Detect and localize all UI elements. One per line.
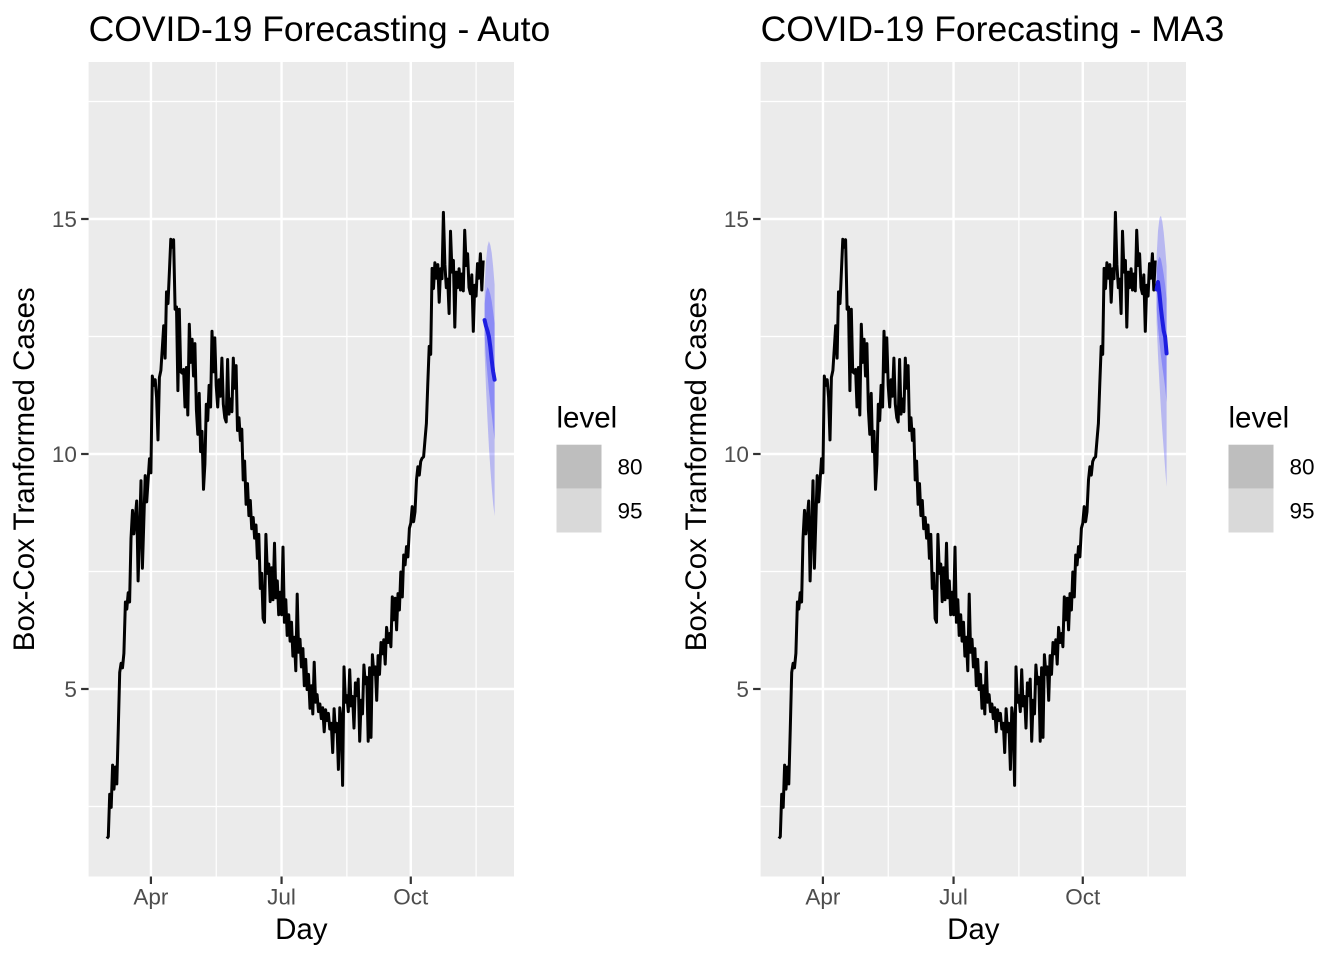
legend-label-95: 95 (1290, 499, 1315, 524)
legend-title: level (1229, 402, 1290, 435)
x-axis-title: Day (275, 913, 328, 946)
legend-key-95 (556, 488, 602, 533)
chart-svg-ma3: Apr Jul Oct 5 10 15 Day Box-Cox Tranformed Case… (680, 9, 1315, 946)
legend-title: level (557, 402, 618, 435)
x-tick-label-jul: Jul (939, 885, 968, 910)
y-tick-label-15: 15 (724, 207, 749, 232)
history-line (777, 210, 1157, 840)
panel-background (760, 62, 1186, 877)
chart-auto: Apr Jul Oct 5 10 15 Day Box-Cox Tranformed Case… (0, 0, 672, 960)
x-tick-label-oct: Oct (393, 885, 429, 910)
x-tick-label-jul: Jul (267, 885, 296, 910)
y-axis-title: Box-Cox Tranformed Cases (8, 287, 41, 651)
y-tick-label-15: 15 (52, 207, 77, 232)
y-axis-title: Box-Cox Tranformed Cases (680, 287, 713, 651)
legend-label-80: 80 (618, 455, 643, 480)
forecast-line (1154, 280, 1169, 356)
legend-key-80 (556, 444, 602, 489)
plot-title: COVID-19 Forecasting - MA3 (761, 9, 1225, 49)
panel-background (88, 62, 514, 877)
y-tick-label-10: 10 (52, 442, 77, 467)
forecast-line (482, 318, 497, 382)
history-line (105, 210, 485, 840)
forecast-band-95 (484, 241, 495, 516)
plot-title: COVID-19 Forecasting - Auto (89, 9, 551, 49)
chart-ma3: Apr Jul Oct 5 10 15 Day Box-Cox Tranformed Case… (672, 0, 1344, 960)
axis-ticks (753, 217, 1084, 884)
y-tick-label-5: 5 (64, 677, 77, 702)
legend-label-80: 80 (1290, 455, 1315, 480)
y-tick-label-5: 5 (736, 677, 749, 702)
axis-ticks (81, 217, 412, 884)
chart-svg-auto: Apr Jul Oct 5 10 15 Day Box-Cox Tranformed Case… (8, 9, 643, 946)
legend-key-95 (1228, 488, 1274, 533)
x-tick-label-apr: Apr (805, 885, 841, 910)
x-axis-title: Day (947, 913, 1000, 946)
x-tick-label-apr: Apr (133, 885, 169, 910)
legend-label-95: 95 (618, 499, 643, 524)
legend-key-80 (1228, 444, 1274, 489)
y-tick-label-10: 10 (724, 442, 749, 467)
x-tick-label-oct: Oct (1065, 885, 1101, 910)
